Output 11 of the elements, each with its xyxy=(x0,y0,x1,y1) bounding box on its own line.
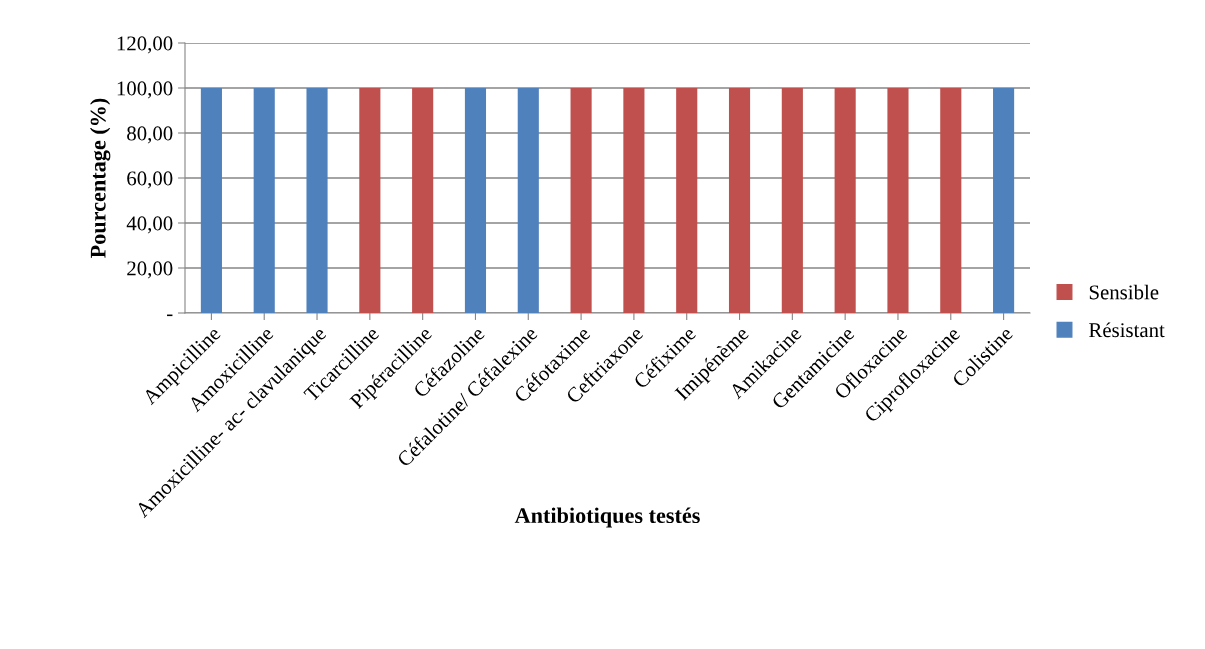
y-tick-label: 80,00 xyxy=(127,126,173,144)
y-tick-label: - xyxy=(167,314,173,317)
legend-label: Sensible xyxy=(1089,284,1159,300)
legend-label: Résistant xyxy=(1089,322,1165,338)
y-tick-label: 20,00 xyxy=(127,261,173,279)
y-tick-label: 40,00 xyxy=(126,216,173,234)
y-tick-label: 100,00 xyxy=(117,81,173,99)
x-axis-title: Antibiotiques testés xyxy=(514,507,700,528)
y-tick-label: 60,00 xyxy=(127,171,173,189)
y-tick-label: 120,00 xyxy=(117,36,173,54)
y-axis-title: Pourcentage (%) xyxy=(90,98,111,258)
